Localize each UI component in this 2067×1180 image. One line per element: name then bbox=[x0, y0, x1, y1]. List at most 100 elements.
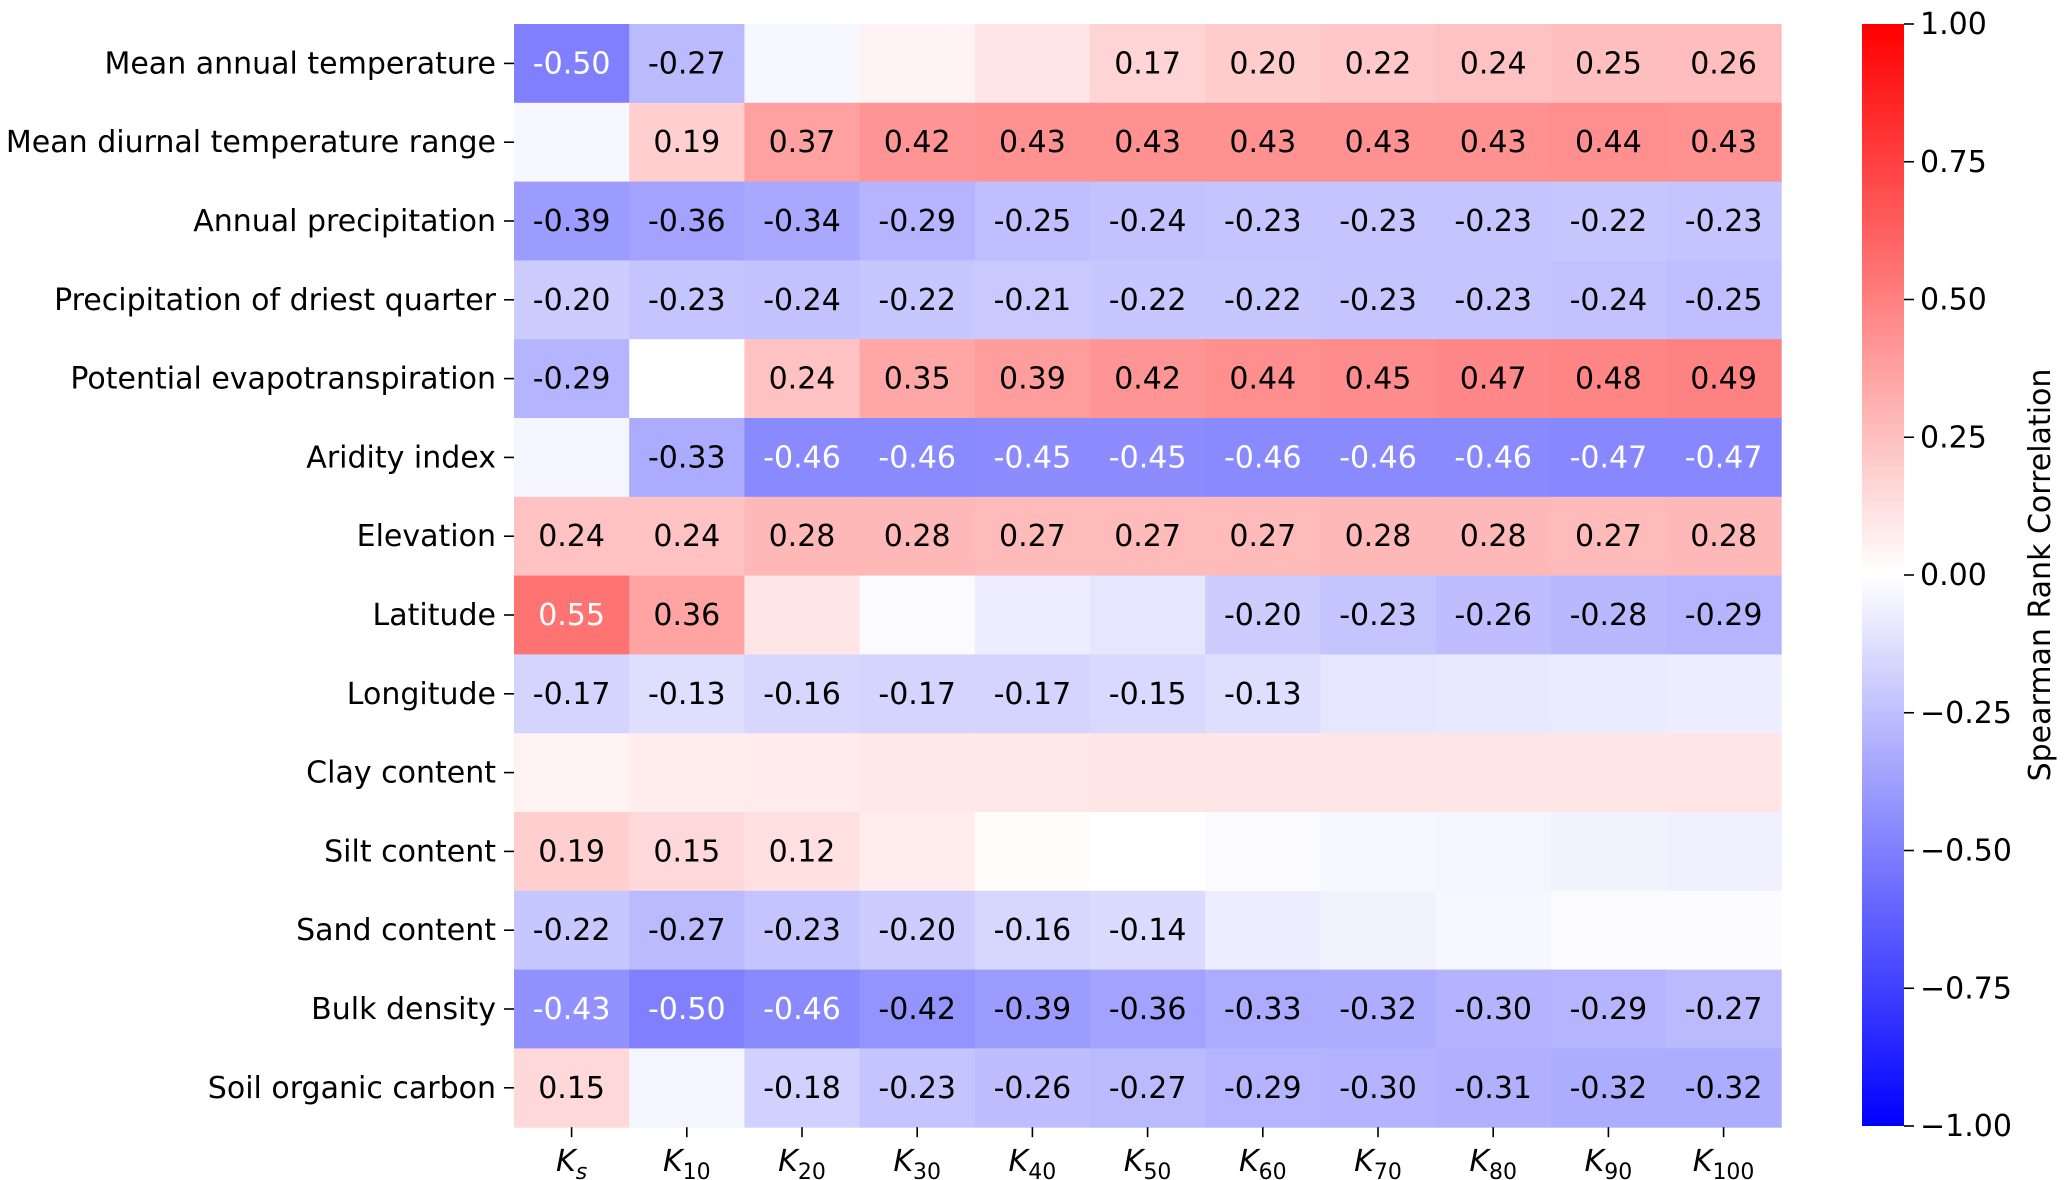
heatmap-cell bbox=[629, 418, 745, 498]
cell-value-label: -0.29 bbox=[1685, 598, 1763, 633]
cell-value-label: -0.33 bbox=[1224, 992, 1302, 1027]
heatmap-cell bbox=[859, 418, 976, 498]
heatmap-cell bbox=[1550, 24, 1667, 104]
heatmap-cell bbox=[744, 733, 861, 813]
cell-value-label: 0.20 bbox=[1229, 46, 1296, 81]
heatmap-cell bbox=[974, 575, 1091, 655]
heatmap-cell bbox=[1550, 654, 1667, 734]
heatmap-cell bbox=[1666, 575, 1782, 655]
x-tick-label: K30 bbox=[893, 1144, 941, 1180]
heatmap-cell bbox=[629, 812, 745, 892]
cell-value-label: -0.47 bbox=[1570, 440, 1648, 475]
heatmap-cell bbox=[1090, 654, 1206, 734]
cell-value-label: -0.27 bbox=[1685, 992, 1763, 1027]
heatmap-cell bbox=[1550, 260, 1667, 340]
heatmap-cell bbox=[1435, 654, 1552, 734]
heatmap-cell bbox=[514, 733, 630, 813]
heatmap-cell bbox=[859, 575, 976, 655]
cell-value-label: 0.42 bbox=[884, 125, 951, 160]
y-tick-label: Aridity index bbox=[306, 440, 496, 475]
y-tick-label: Soil organic carbon bbox=[208, 1071, 496, 1106]
heatmap-cell bbox=[514, 654, 630, 734]
heatmap-cell bbox=[1090, 260, 1206, 340]
cell-value-label: -0.17 bbox=[878, 677, 956, 712]
heatmap-cell bbox=[1320, 812, 1437, 892]
heatmap-cell bbox=[629, 102, 745, 183]
y-tick-label: Longitude bbox=[347, 677, 496, 712]
heatmap-cell bbox=[859, 339, 976, 419]
cell-value-label: -0.13 bbox=[1224, 677, 1302, 712]
heatmap-cell bbox=[974, 102, 1091, 183]
colorbar-label: Spearman Rank Correlation bbox=[2023, 369, 2058, 782]
heatmap-cell bbox=[629, 24, 745, 104]
cell-value-label: -0.23 bbox=[878, 1071, 956, 1106]
y-tick-label: Annual precipitation bbox=[193, 204, 496, 239]
x-tick-label: K70 bbox=[1354, 1144, 1402, 1180]
heatmap-cell bbox=[1320, 654, 1437, 734]
cell-value-label: 0.28 bbox=[1690, 519, 1757, 554]
cell-value-label: -0.25 bbox=[994, 204, 1072, 239]
cell-value-label: 0.28 bbox=[769, 519, 836, 554]
heatmap-cell bbox=[1205, 181, 1321, 261]
cell-value-label: -0.24 bbox=[1109, 204, 1187, 239]
heatmap-cell bbox=[1320, 102, 1437, 183]
cell-value-label: 0.27 bbox=[1229, 519, 1296, 554]
heatmap-cell bbox=[974, 890, 1091, 971]
cell-value-label: -0.24 bbox=[1570, 283, 1648, 318]
cell-value-label: 0.48 bbox=[1575, 362, 1642, 397]
cell-value-label: -0.34 bbox=[763, 204, 841, 239]
colorbar-tick-label: −0.25 bbox=[1920, 696, 2012, 731]
colorbar-tick-label: 1.00 bbox=[1920, 7, 1987, 42]
cell-value-label: -0.26 bbox=[1454, 598, 1532, 633]
heatmap-cell bbox=[1090, 969, 1206, 1049]
cell-value-label: -0.18 bbox=[763, 1071, 841, 1106]
cell-value-label: 0.47 bbox=[1460, 362, 1527, 397]
cell-annotations: -0.50 -0.27 0.17 0.20 0.22 0.24 0.25 0.26 0.19 0.… bbox=[533, 46, 1763, 1105]
cell-value-label: -0.39 bbox=[994, 992, 1072, 1027]
cell-value-label: -0.46 bbox=[878, 440, 956, 475]
heatmap-cell bbox=[974, 969, 1091, 1049]
cell-value-label: -0.29 bbox=[1570, 992, 1648, 1027]
heatmap-cell bbox=[1550, 1048, 1667, 1128]
cell-value-label: 0.43 bbox=[1114, 125, 1181, 160]
heatmap-cell bbox=[1320, 733, 1437, 813]
colorbar-tick-label: −0.50 bbox=[1920, 834, 2012, 869]
heatmap-cell bbox=[1550, 339, 1667, 419]
x-tick-label: K10 bbox=[663, 1144, 711, 1180]
heatmap-cell bbox=[1090, 890, 1206, 971]
heatmap-cell bbox=[1435, 812, 1552, 892]
cell-value-label: 0.28 bbox=[884, 519, 951, 554]
heatmap-cell bbox=[1435, 418, 1552, 498]
heatmap-cell bbox=[514, 496, 630, 577]
heatmap-cell bbox=[859, 24, 976, 104]
heatmap-cell bbox=[629, 733, 745, 813]
x-tick-label: K20 bbox=[778, 1144, 826, 1180]
heatmap-cell bbox=[1320, 24, 1437, 104]
x-tick-label: Ks bbox=[556, 1144, 587, 1180]
cell-value-label: -0.28 bbox=[1570, 598, 1648, 633]
heatmap-cell bbox=[744, 969, 861, 1049]
heatmap-cell bbox=[514, 260, 630, 340]
heatmap-cell bbox=[1435, 181, 1552, 261]
y-tick-label: Silt content bbox=[324, 834, 496, 869]
heatmap-cell bbox=[1435, 24, 1552, 104]
heatmap-cell bbox=[1320, 260, 1437, 340]
cell-value-label: 0.15 bbox=[538, 1071, 605, 1106]
heatmap-cell bbox=[1090, 575, 1206, 655]
heatmap-cell bbox=[629, 181, 745, 261]
cell-value-label: -0.45 bbox=[1109, 440, 1187, 475]
cell-value-label: 0.45 bbox=[1345, 362, 1412, 397]
cell-value-label: -0.27 bbox=[648, 46, 726, 81]
cell-value-label: -0.39 bbox=[533, 204, 611, 239]
heatmap-cell bbox=[1320, 496, 1437, 577]
cell-value-label: -0.13 bbox=[648, 677, 726, 712]
heatmap-cell bbox=[1666, 1048, 1782, 1128]
heatmap-cell bbox=[1320, 575, 1437, 655]
cell-value-label: -0.20 bbox=[1224, 598, 1302, 633]
heatmap-cell bbox=[974, 654, 1091, 734]
cell-value-label: 0.28 bbox=[1345, 519, 1412, 554]
heatmap-cell bbox=[629, 496, 745, 577]
cell-value-label: -0.22 bbox=[1109, 283, 1187, 318]
colorbar-tick-label: −0.75 bbox=[1920, 971, 2012, 1006]
cell-value-label: -0.23 bbox=[1339, 204, 1417, 239]
